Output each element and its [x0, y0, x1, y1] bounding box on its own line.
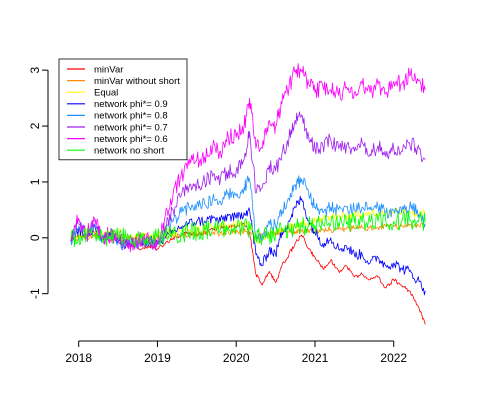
- legend-label-minvar: minVar: [94, 64, 123, 75]
- series-line-network-no-short: [70, 210, 426, 248]
- y-tick-label: 2: [28, 122, 42, 129]
- legend-label-network-phi-0-9: network phi*= 0.9: [94, 99, 168, 110]
- x-tick-label: 2019: [144, 351, 171, 365]
- legend-label-network-phi-0-7: network phi*= 0.7: [94, 122, 168, 133]
- x-axis: 2018 2019 2020 2021 2022: [65, 340, 407, 365]
- y-tick-label: 0: [28, 234, 42, 241]
- legend-label-network-no-short: network no short: [94, 146, 165, 157]
- x-tick-label: 2020: [223, 351, 250, 365]
- x-tick-label: 2018: [65, 351, 92, 365]
- y-tick-label: -1: [28, 288, 42, 299]
- legend-label-equal: Equal: [94, 88, 118, 99]
- y-tick-label: 3: [28, 67, 42, 74]
- y-tick-label: 1: [28, 178, 42, 185]
- legend-label-minvar-without-short: minVar without short: [94, 76, 180, 87]
- legend-label-network-phi-0-8: network phi*= 0.8: [94, 111, 168, 122]
- series-layer: [70, 63, 426, 325]
- x-tick-label: 2021: [302, 351, 329, 365]
- legend-box: [58, 58, 188, 161]
- x-tick-label: 2022: [380, 351, 407, 365]
- legend-label-network-phi-0-6: network phi*= 0.6: [94, 134, 168, 145]
- y-axis: -1 0 1 2 3: [28, 67, 49, 299]
